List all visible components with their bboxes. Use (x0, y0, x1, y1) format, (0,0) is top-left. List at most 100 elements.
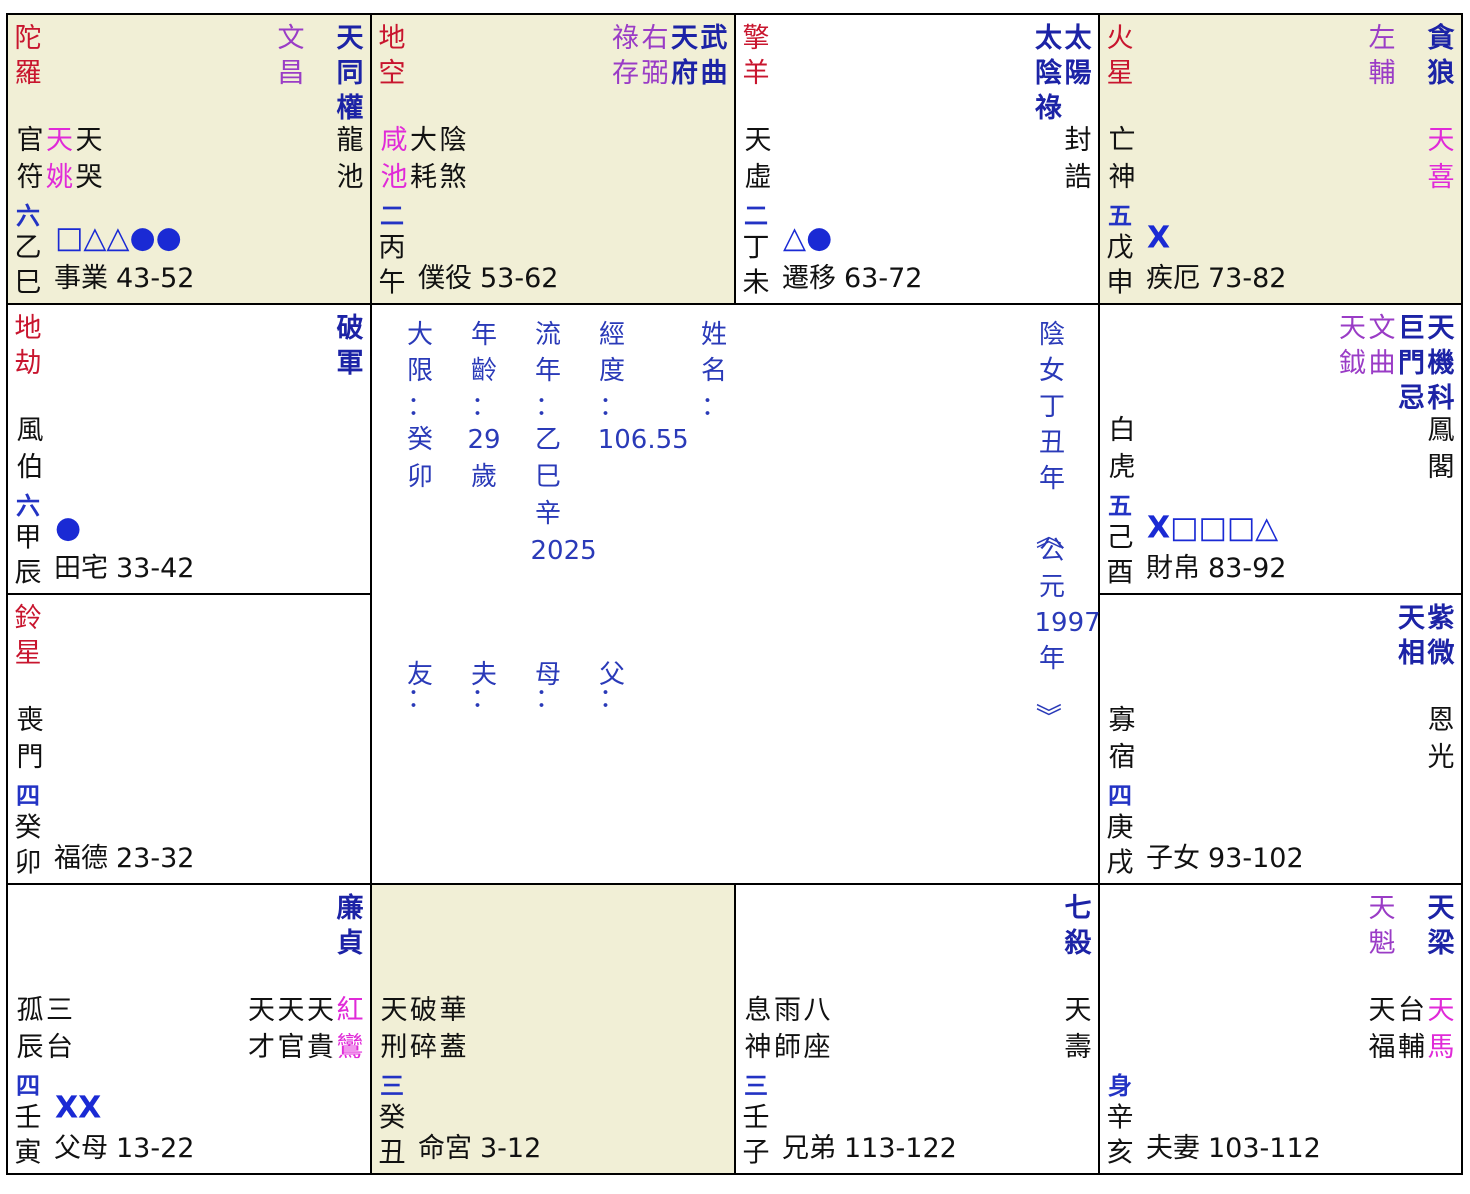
minor-star: 台輔 (1398, 995, 1425, 1063)
info-label: 經度： (599, 320, 625, 422)
minor-star: 恩光 (1428, 705, 1455, 773)
main-star: 太陰祿 (1034, 23, 1063, 124)
palace-cell (6, 303, 372, 595)
palace-marks: △● (783, 221, 832, 256)
palace-name: 命宮 (418, 1133, 472, 1164)
palace-range: 53-62 (480, 263, 558, 294)
aux-star: 左輔 (1369, 23, 1396, 89)
minor-star: 天虛 (745, 125, 772, 193)
limit-number: 四 (1108, 782, 1132, 810)
minor-star: 破碎 (410, 995, 437, 1063)
aux-star: 天魁 (1369, 893, 1396, 959)
heavenly-stem: 壬 (15, 1103, 42, 1134)
palace-label: 僕役 53-62 (418, 263, 558, 294)
minor-star: 天刑 (381, 995, 408, 1063)
palace-marks: X (1147, 221, 1170, 256)
malefic-star: 火星 (1107, 23, 1134, 89)
earthly-branch: 亥 (1107, 1138, 1134, 1169)
palace-label: 遷移 63-72 (782, 263, 922, 294)
info-label: 姓名： (701, 320, 727, 422)
minor-star: 天喜 (1428, 125, 1455, 193)
limit-number: 四 (16, 1072, 40, 1100)
palace-range: 33-42 (116, 553, 194, 584)
palace-marks: □△△●● (55, 221, 182, 256)
aux-star: 天鉞 (1339, 313, 1366, 379)
earthly-branch: 巳 (15, 268, 42, 299)
palace-label: 父母 13-22 (54, 1133, 194, 1164)
main-star: 天相 (1398, 603, 1425, 669)
aux-star: 右弼 (642, 23, 669, 89)
heavenly-stem: 庚 (1107, 813, 1134, 844)
heavenly-stem: 己 (1107, 523, 1134, 554)
earthly-branch: 子 (743, 1138, 770, 1169)
minor-star: 華蓋 (440, 995, 467, 1063)
minor-star: 寡宿 (1109, 705, 1136, 773)
heavenly-stem: 戊 (1107, 233, 1134, 264)
main-star: 天梁 (1428, 893, 1455, 959)
heavenly-stem: 辛 (1107, 1103, 1134, 1134)
main-star: 貪狼 (1428, 22, 1456, 89)
palace-cell (1098, 13, 1463, 305)
minor-star: 天貴 (307, 995, 334, 1063)
heavenly-stem: 甲 (15, 523, 42, 554)
palace-name: 遷移 (782, 263, 836, 294)
main-star: 紫微 (1427, 603, 1455, 669)
minor-star: 天才 (248, 995, 275, 1063)
main-star: 破軍 (337, 313, 364, 379)
minor-star: 天姚 (46, 125, 73, 193)
malefic-star: 鈴星 (15, 603, 42, 669)
heavenly-stem: 丁 (743, 233, 770, 264)
palace-name: 夫妻 (1146, 1133, 1200, 1164)
palace-cell (370, 13, 736, 305)
heavenly-stem: 乙 (15, 233, 42, 264)
palace-marks: X□□□△ (1147, 511, 1278, 546)
earthly-branch: 申 (1107, 268, 1134, 299)
minor-star: 喪門 (17, 705, 44, 773)
minor-star: 咸池 (381, 125, 408, 193)
palace-range: 83-92 (1208, 553, 1286, 584)
palace-label: 事業 43-52 (54, 263, 194, 294)
info-value: 106.55 (598, 425, 689, 455)
palace-label: 疾厄 73-82 (1146, 263, 1286, 294)
limit-number: 三 (380, 1072, 404, 1100)
minor-star: 八座 (804, 995, 831, 1063)
limit-number: 五 (1108, 492, 1132, 520)
palace-cell (1098, 593, 1463, 885)
center-panel (370, 303, 1100, 885)
limit-number: 六 (16, 202, 40, 230)
earthly-branch: 未 (743, 268, 770, 299)
malefic-star: 地空 (379, 23, 406, 89)
heavenly-stem: 癸 (15, 813, 42, 844)
aux-star: 文曲 (1369, 313, 1396, 379)
info-label: 流年： (535, 320, 561, 422)
main-star: 天府 (671, 23, 698, 89)
palace-label: 財帛 83-92 (1146, 553, 1286, 584)
palace-label: 兄弟 113-122 (782, 1133, 957, 1164)
minor-star: 天官 (278, 995, 305, 1063)
malefic-star: 陀羅 (15, 23, 42, 89)
palace-marks: XX (55, 1091, 101, 1126)
main-star: 天同權 (337, 23, 364, 124)
earthly-branch: 戌 (1107, 848, 1134, 879)
malefic-star: 擎羊 (743, 23, 770, 89)
main-star: 巨門忌 (1398, 313, 1425, 414)
palace-name: 兄弟 (782, 1133, 836, 1164)
minor-star: 官符 (17, 125, 44, 193)
earthly-branch: 丑 (379, 1138, 406, 1169)
palace-name: 父母 (54, 1133, 108, 1164)
minor-star: 白虎 (1109, 415, 1136, 483)
palace-cell (6, 13, 372, 305)
chart-info: 陰女丁丑年《公元 1997 年》 (1032, 320, 1101, 729)
palace-range: 73-82 (1208, 263, 1286, 294)
relative-label: 友： (407, 660, 433, 714)
earthly-branch: 寅 (15, 1138, 42, 1169)
limit-number: 五 (1108, 202, 1132, 230)
palace-label: 子女 93-102 (1146, 843, 1304, 874)
palace-cell (1098, 303, 1463, 595)
minor-star: 天哭 (76, 125, 103, 193)
minor-star: 天壽 (1065, 995, 1092, 1063)
minor-star: 大耗 (410, 125, 437, 193)
palace-name: 僕役 (418, 263, 472, 294)
palace-range: 93-102 (1208, 843, 1304, 874)
